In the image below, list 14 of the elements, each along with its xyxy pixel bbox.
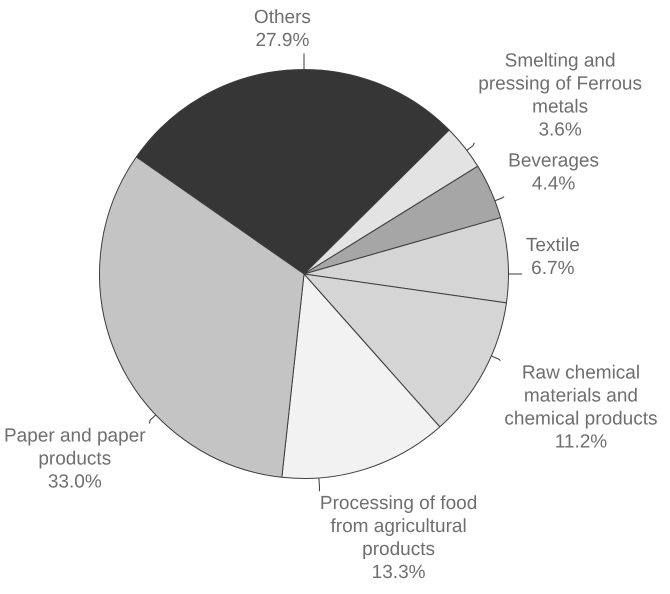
slice-label: Textile (526, 234, 580, 256)
data-label: 33.0% (48, 471, 102, 492)
slice-label: Raw chemical materials and chemical products (504, 362, 658, 430)
slice-label: Smelting and pressing of Ferrous metals (478, 50, 642, 118)
data-label: 6.7% (531, 258, 575, 279)
slice-label: Others (254, 7, 311, 28)
data-label: 3.6% (538, 119, 582, 140)
data-label: 27.9% (255, 30, 310, 52)
data-label: 13.3% (372, 562, 426, 583)
slice-label: Paper and paper products (4, 425, 146, 470)
slice-label: Processing of food from agricultural products (320, 493, 478, 560)
slice-label: Beverages (508, 150, 599, 172)
data-label: 11.2% (554, 431, 608, 452)
data-label: 4.4% (532, 173, 576, 194)
